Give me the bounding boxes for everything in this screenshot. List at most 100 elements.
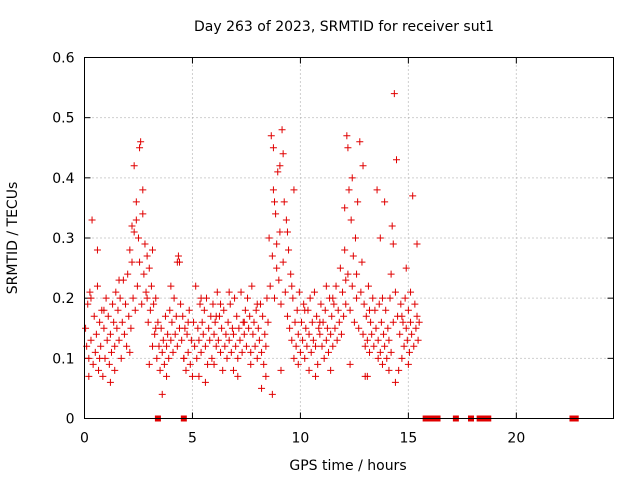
data-point	[159, 336, 167, 344]
data-point	[151, 330, 159, 338]
data-point	[404, 306, 412, 314]
data-point	[370, 342, 378, 350]
data-point	[122, 300, 130, 308]
data-point	[211, 318, 219, 326]
data-point	[290, 186, 298, 194]
data-point	[401, 294, 409, 302]
data-point	[363, 336, 371, 344]
data-point	[248, 282, 256, 290]
data-point	[223, 354, 231, 362]
data-point	[282, 216, 290, 224]
data-point	[305, 366, 313, 374]
data-point	[132, 198, 140, 206]
data-point	[149, 342, 157, 350]
data-point	[320, 354, 328, 362]
data-point	[106, 330, 114, 338]
data-point	[167, 282, 175, 290]
data-points	[82, 90, 579, 422]
data-point	[251, 342, 259, 350]
data-point	[106, 378, 114, 386]
y-tick-label: 0.1	[52, 351, 74, 367]
data-point	[375, 300, 383, 308]
data-point	[152, 294, 160, 302]
data-point	[341, 246, 349, 254]
data-point	[353, 270, 361, 278]
data-point	[402, 324, 410, 332]
data-point	[340, 312, 348, 320]
data-point	[374, 336, 382, 344]
data-point	[362, 312, 370, 320]
data-point	[339, 288, 347, 296]
data-point	[221, 342, 229, 350]
data-point	[318, 342, 326, 350]
data-point	[145, 360, 153, 368]
data-point	[219, 366, 227, 374]
data-point	[191, 342, 199, 350]
data-point	[353, 294, 361, 302]
data-point	[350, 318, 358, 326]
data-point	[273, 264, 281, 272]
data-point	[297, 318, 305, 326]
data-point	[331, 324, 339, 332]
data-point	[208, 354, 216, 362]
data-point	[127, 324, 135, 332]
data-point	[246, 312, 254, 320]
data-point	[262, 342, 270, 350]
data-point	[129, 294, 137, 302]
data-point	[397, 300, 405, 308]
data-point	[217, 300, 225, 308]
data-point	[241, 306, 249, 314]
data-point	[278, 126, 286, 134]
data-point	[147, 282, 155, 290]
x-tick-label: 20	[507, 431, 525, 447]
x-axis-label: GPS time / hours	[289, 458, 406, 474]
data-point	[388, 222, 396, 230]
data-point	[172, 312, 180, 320]
data-point	[233, 312, 241, 320]
data-point	[234, 372, 242, 380]
data-point	[300, 300, 308, 308]
data-point	[302, 324, 310, 332]
data-point	[174, 252, 182, 260]
data-point	[262, 372, 270, 380]
data-point	[324, 348, 332, 356]
x-tick-label: 0	[80, 431, 89, 447]
data-point	[261, 330, 269, 338]
data-point	[415, 318, 423, 326]
y-tick-label: 0.3	[52, 231, 74, 247]
data-point	[386, 294, 394, 302]
data-point	[359, 162, 367, 170]
data-point	[93, 282, 101, 290]
data-point	[373, 186, 381, 194]
data-point	[130, 228, 138, 236]
data-point	[105, 360, 113, 368]
data-point	[279, 258, 287, 266]
data-point	[391, 288, 399, 296]
data-point	[237, 288, 245, 296]
data-point	[337, 330, 345, 338]
data-point	[276, 162, 284, 170]
y-tick-label: 0.6	[52, 51, 74, 67]
data-point	[143, 252, 151, 260]
data-point	[378, 294, 386, 302]
data-point	[398, 354, 406, 362]
data-point	[136, 144, 144, 152]
data-point	[128, 222, 136, 230]
data-point	[110, 318, 118, 326]
data-point	[361, 342, 369, 350]
x-tick-label: 15	[399, 431, 417, 447]
data-point	[358, 258, 366, 266]
data-point	[255, 336, 263, 344]
data-point	[150, 300, 158, 308]
data-point	[158, 390, 166, 398]
data-point	[343, 132, 351, 140]
data-point	[100, 324, 108, 332]
data-point	[86, 288, 94, 296]
data-point	[111, 342, 119, 350]
data-point	[258, 384, 266, 392]
data-point	[305, 330, 313, 338]
data-point	[145, 264, 153, 272]
data-point	[166, 306, 174, 314]
data-point	[198, 318, 206, 326]
